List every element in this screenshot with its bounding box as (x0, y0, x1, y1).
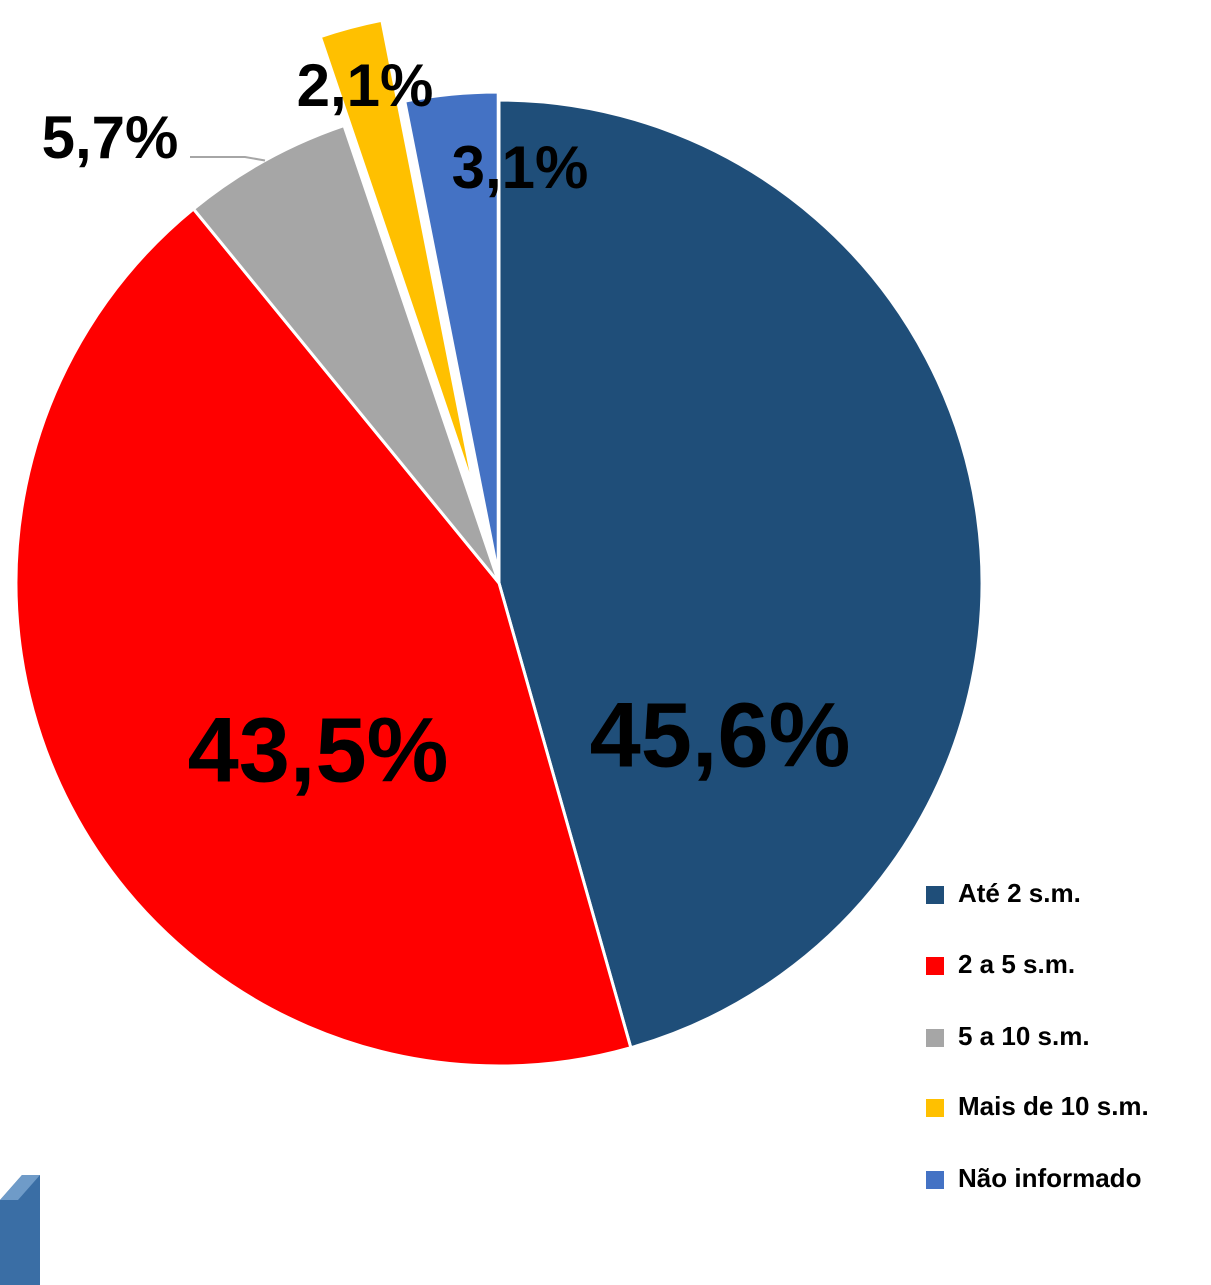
pie-slice (497, 98, 984, 1050)
legend-swatch (926, 1171, 944, 1189)
data-label: 2,1% (297, 52, 434, 119)
legend-label: Não informado (958, 1163, 1141, 1193)
legend-swatch (926, 1099, 944, 1117)
data-label: 43,5% (188, 699, 449, 801)
pie-slice (402, 90, 500, 576)
pie-slice (318, 18, 477, 495)
data-label: 45,6% (590, 684, 851, 786)
pie-slice (191, 123, 501, 584)
legend-swatch (926, 1029, 944, 1047)
legend-label: 2 a 5 s.m. (958, 949, 1075, 979)
legend-label: 5 a 10 s.m. (958, 1021, 1090, 1051)
legend-label: Mais de 10 s.m. (958, 1091, 1149, 1121)
decoration (0, 1175, 40, 1285)
leader-line (190, 156, 266, 162)
pie-slice (14, 206, 633, 1068)
data-label: 5,7% (42, 104, 179, 171)
legend-label: Até 2 s.m. (958, 878, 1081, 908)
legend-swatch (926, 957, 944, 975)
data-label: 3,1% (452, 134, 589, 201)
legend-swatch (926, 886, 944, 904)
